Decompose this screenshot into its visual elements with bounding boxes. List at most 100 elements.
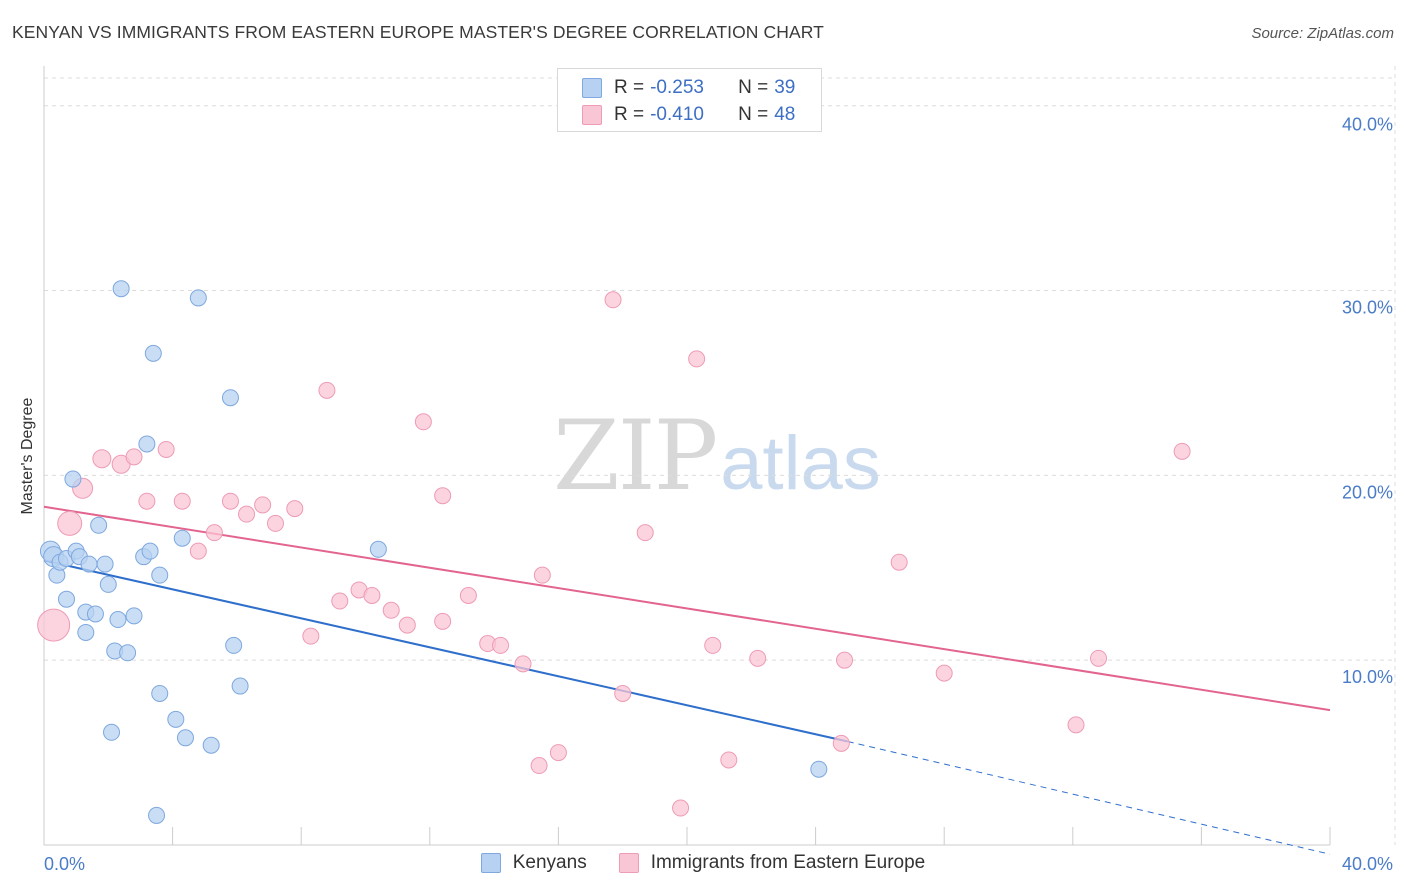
kenyans-trend-extension [847,741,1331,855]
eastern-europe-point [836,651,854,669]
eastern-europe-point [92,449,112,469]
eastern-europe-point [302,627,320,645]
eastern-europe-point [514,655,532,673]
r-value: -0.253 [650,77,704,98]
y-tick-label: 10.0% [1342,667,1393,687]
kenyans-point [138,435,156,453]
r-value: -0.410 [650,104,704,125]
trend-layer [43,505,1331,855]
eastern-europe-trend-line [43,505,1331,712]
kenyans-point [103,723,121,741]
kenyans-point [125,607,143,625]
tick-label-layer: 10.0% 20.0% 30.0% 40.0% 0.0% 40.0% [44,115,1393,874]
kenyans-point [141,542,159,560]
points-layer [37,280,1191,824]
y-tick-label: 30.0% [1342,298,1393,318]
n-value: 39 [774,77,796,98]
eastern-europe-point [614,684,632,702]
stats-legend-row-kenyans: R = -0.253 N = 39 [582,74,795,102]
stats-legend-row-eastern-europe: R = -0.410 N = 48 [582,101,795,129]
eastern-europe-point [221,492,239,510]
kenyans-point [189,289,207,307]
eastern-europe-point [382,601,400,619]
eastern-europe-point [434,487,452,505]
eastern-europe-point [749,649,767,667]
eastern-europe-point [189,542,207,560]
legend-item-eastern-europe[interactable]: Immigrants from Eastern Europe [618,852,926,874]
eastern-europe-point [530,757,548,775]
kenyans-swatch [582,78,602,98]
kenyans-point [64,470,82,488]
kenyans-point [369,540,387,558]
n-label: N = [738,104,769,125]
x-tick-label: 0.0% [44,854,85,874]
eastern-europe-point [238,505,256,523]
grid-layer [44,66,1396,845]
y-tick-label: 40.0% [1342,115,1393,135]
eastern-europe-point [37,608,71,642]
kenyans-point [109,611,127,629]
eastern-europe-point [254,496,272,514]
eastern-europe-point [173,492,191,510]
eastern-europe-point [533,566,551,584]
y-tick-label: 20.0% [1342,482,1393,502]
kenyans-point [221,389,239,407]
kenyans-point [112,280,130,298]
kenyans-swatch [480,853,501,873]
eastern-europe-point [414,413,432,431]
kenyans-point [77,623,95,641]
r-label: R = [614,77,645,98]
legend-label-eastern-europe: Immigrants from Eastern Europe [650,852,926,873]
eastern-europe-swatch [618,853,639,873]
eastern-europe-point [286,500,304,518]
eastern-europe-point [672,799,690,817]
eastern-europe-point [1173,442,1191,460]
eastern-europe-point [935,664,953,682]
eastern-europe-point [138,492,156,510]
eastern-europe-point [398,616,416,634]
kenyans-point [231,677,249,695]
eastern-europe-point [1067,716,1085,734]
chart-title: KENYAN VS IMMIGRANTS FROM EASTERN EUROPE… [12,22,824,42]
n-value: 48 [774,104,796,125]
stats-legend: R = -0.253 N = 39 R = -0.410 N = 48 [557,68,822,132]
eastern-europe-point [205,524,223,542]
kenyans-point [144,344,162,362]
r-label: R = [614,104,645,125]
kenyans-trend-line [43,559,848,743]
eastern-europe-point [832,734,850,752]
eastern-europe-point [125,448,143,466]
eastern-europe-point [459,586,477,604]
kenyans-point [151,566,169,584]
eastern-europe-point [331,592,349,610]
kenyans-point [90,516,108,534]
legend-item-kenyans[interactable]: Kenyans [480,852,587,874]
eastern-europe-swatch [582,105,602,125]
eastern-europe-point [1090,649,1108,667]
kenyans-point [225,636,243,654]
eastern-europe-point [890,553,908,571]
kenyans-point [58,590,76,608]
kenyans-point [202,736,220,754]
kenyans-point [167,710,185,728]
eastern-europe-point [704,636,722,654]
x-tick-label: 40.0% [1342,854,1393,874]
kenyans-point [119,644,137,662]
axis-layer [43,66,1331,846]
eastern-europe-point [604,291,622,309]
kenyans-point [80,555,98,573]
kenyans-point [148,806,166,824]
n-label: N = [738,77,769,98]
eastern-europe-point [57,510,83,536]
legend-label-kenyans: Kenyans [512,852,587,873]
eastern-europe-point [636,524,654,542]
eastern-europe-point [434,612,452,630]
kenyans-point [99,575,117,593]
eastern-europe-point [688,350,706,368]
kenyans-point [173,529,191,547]
eastern-europe-point [720,751,738,769]
kenyans-point [151,684,169,702]
eastern-europe-point [157,440,175,458]
kenyans-point [176,729,194,747]
